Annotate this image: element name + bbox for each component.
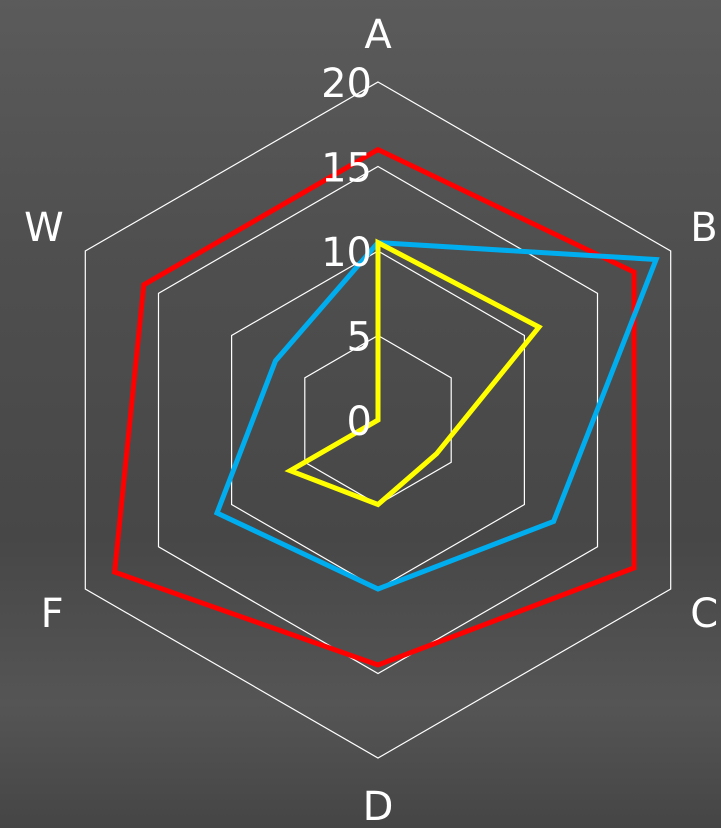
axis-label-C: C [690,591,718,637]
axis-labels: A B C D F W [24,12,718,828]
grid-ring-20 [84,81,672,759]
axis-label-B: B [690,205,717,251]
axis-label-A: A [364,12,392,58]
series-line-1 [213,240,660,592]
tick-label-5: 5 [347,315,372,361]
tick-labels: 0 5 10 15 20 [321,61,372,445]
series-line-0 [111,146,637,668]
grid-ring-15 [157,165,599,675]
series-line-2 [284,238,543,508]
axis-label-D: D [363,784,394,828]
axis-label-F: F [41,591,64,637]
tick-label-0: 0 [347,399,372,445]
tick-label-20: 20 [321,61,372,107]
axis-label-W: W [24,205,64,251]
tick-label-10: 10 [321,230,372,276]
tick-label-15: 15 [321,146,372,192]
series-layer [111,146,660,668]
